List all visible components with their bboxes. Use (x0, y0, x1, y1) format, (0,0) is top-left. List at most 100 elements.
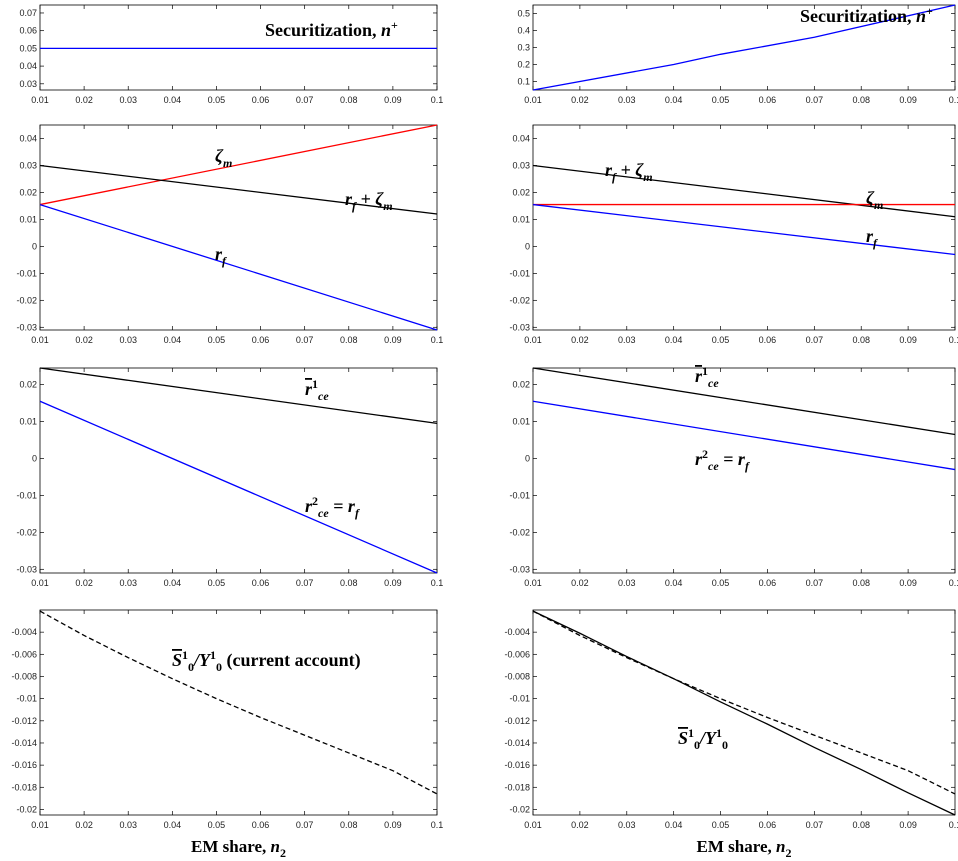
series-line (39, 400, 438, 574)
axes-frame (39, 124, 438, 331)
y-tick-label: 0.01 (512, 417, 530, 427)
y-tick-label: 0.02 (19, 380, 37, 390)
series-line (532, 4, 956, 91)
label-part: n (776, 837, 785, 856)
x-tick-label: 0.03 (119, 335, 137, 345)
x-tick-label: 0.08 (852, 335, 870, 345)
y-tick-label: 0.03 (512, 160, 530, 170)
label-part: 2 (312, 494, 318, 508)
series-line (532, 203, 956, 256)
label-part: /Y (698, 728, 718, 748)
x-tick-label: 0.09 (899, 578, 917, 588)
x-tick-label: 0.04 (665, 335, 683, 345)
y-tick-label: -0.02 (16, 295, 37, 305)
label-part: r (345, 189, 353, 209)
label-part: m (874, 198, 883, 212)
x-tick-label: 0.07 (296, 335, 314, 345)
y-tick-label: -0.02 (16, 527, 37, 537)
y-tick-label: 0.4 (517, 26, 530, 36)
x-tick-label: 0.04 (665, 95, 683, 105)
y-tick-label: 0.01 (512, 214, 530, 224)
x-tick-label: 0.07 (296, 820, 314, 830)
y-tick-label: -0.01 (16, 268, 37, 278)
x-tick-label: 0.02 (75, 820, 93, 830)
label-part: r (305, 379, 313, 399)
series-line (532, 610, 956, 816)
y-tick-label: -0.01 (16, 490, 37, 500)
y-tick-label: 0.04 (512, 133, 530, 143)
x-tick-label: 0.1 (949, 578, 958, 588)
y-tick-label: 0.07 (19, 8, 37, 18)
x-tick-label: 0.07 (806, 95, 824, 105)
x-tick-label: 0.08 (852, 820, 870, 830)
x-tick-label: 0.01 (31, 335, 49, 345)
y-tick-label: -0.02 (509, 527, 530, 537)
label-part: + ζ (356, 189, 384, 209)
x-tick-label: 0.02 (571, 820, 589, 830)
x-tick-label: 0.1 (949, 820, 958, 830)
math-label: ζm (215, 146, 232, 170)
math-label: r1ce (305, 377, 329, 403)
x-tick-label: 0.1 (431, 335, 444, 345)
label-part: r (605, 160, 613, 180)
label-part: f (612, 170, 617, 184)
x-tick-label: 0.02 (571, 335, 589, 345)
math-label: EM share, n2 (697, 837, 792, 860)
y-tick-label: -0.02 (16, 804, 37, 814)
y-tick-label: 0.01 (19, 214, 37, 224)
panel: -0.03 -0.02 -0.01 0 0.01 0.02 0.01 0.02 0.03 0.04… (509, 364, 958, 588)
y-tick-label: 0.02 (512, 380, 530, 390)
y-tick-label: -0.02 (509, 804, 530, 814)
label-part: 2 (785, 846, 791, 860)
x-tick-label: 0.07 (806, 335, 824, 345)
x-tick-label: 0.06 (252, 578, 270, 588)
math-label: S10/Y10 (current account) (172, 648, 361, 674)
panel: 0.1 0.2 0.3 0.4 0.5 0.01 0.02 0.03 0.04 0.05 0.06 0… (517, 4, 958, 105)
series-line (532, 400, 956, 471)
label-part: r (695, 449, 703, 469)
label-part: EM share, (697, 837, 777, 856)
panel: -0.03 -0.02 -0.01 0 0.01 0.02 0.03 0.04 0.01 0.02… (16, 124, 444, 345)
y-tick-label: -0.018 (504, 782, 530, 792)
panel: -0.02 -0.018 -0.016 -0.014 -0.012 -0.01 -0.008… (11, 609, 444, 860)
y-tick-label: -0.01 (16, 694, 37, 704)
label-part: Securitization, (800, 6, 916, 26)
label-part: 1 (702, 364, 708, 378)
x-tick-label: 0.02 (75, 95, 93, 105)
label-part: 1 (688, 726, 694, 740)
label-part: S (678, 728, 688, 748)
y-tick-label: -0.004 (504, 627, 530, 637)
math-label: Securitization, n+ (800, 4, 933, 26)
x-tick-label: 0.02 (75, 578, 93, 588)
y-tick-label: 0 (32, 453, 37, 463)
label-part: 2 (702, 447, 708, 461)
label-part: 1 (312, 377, 318, 391)
x-tick-label: 0.1 (431, 820, 444, 830)
x-tick-label: 0.05 (712, 578, 730, 588)
label-part: f (355, 506, 360, 520)
series-line (39, 610, 438, 795)
x-tick-label: 0.05 (208, 578, 226, 588)
x-tick-label: 0.06 (759, 578, 777, 588)
y-tick-label: -0.006 (11, 649, 37, 659)
x-tick-label: 0.08 (852, 95, 870, 105)
x-tick-label: 0.03 (119, 578, 137, 588)
x-tick-label: 0.01 (524, 335, 542, 345)
y-tick-label: 0.03 (19, 79, 37, 89)
y-tick-label: 0.04 (19, 133, 37, 143)
x-tick-label: 0.02 (75, 335, 93, 345)
label-part: 1 (210, 648, 216, 662)
label-part: ζ (866, 188, 875, 208)
label-part: 0 (694, 738, 700, 752)
x-tick-label: 0.03 (618, 820, 636, 830)
x-tick-label: 0.09 (899, 95, 917, 105)
x-tick-label: 0.04 (665, 820, 683, 830)
x-tick-label: 0.09 (899, 820, 917, 830)
label-part: r (866, 226, 874, 246)
y-tick-label: -0.01 (509, 490, 530, 500)
x-tick-label: 0.1 (949, 335, 958, 345)
label-part: + (926, 4, 933, 18)
math-label: Securitization, n+ (265, 18, 398, 40)
x-tick-label: 0.03 (618, 95, 636, 105)
